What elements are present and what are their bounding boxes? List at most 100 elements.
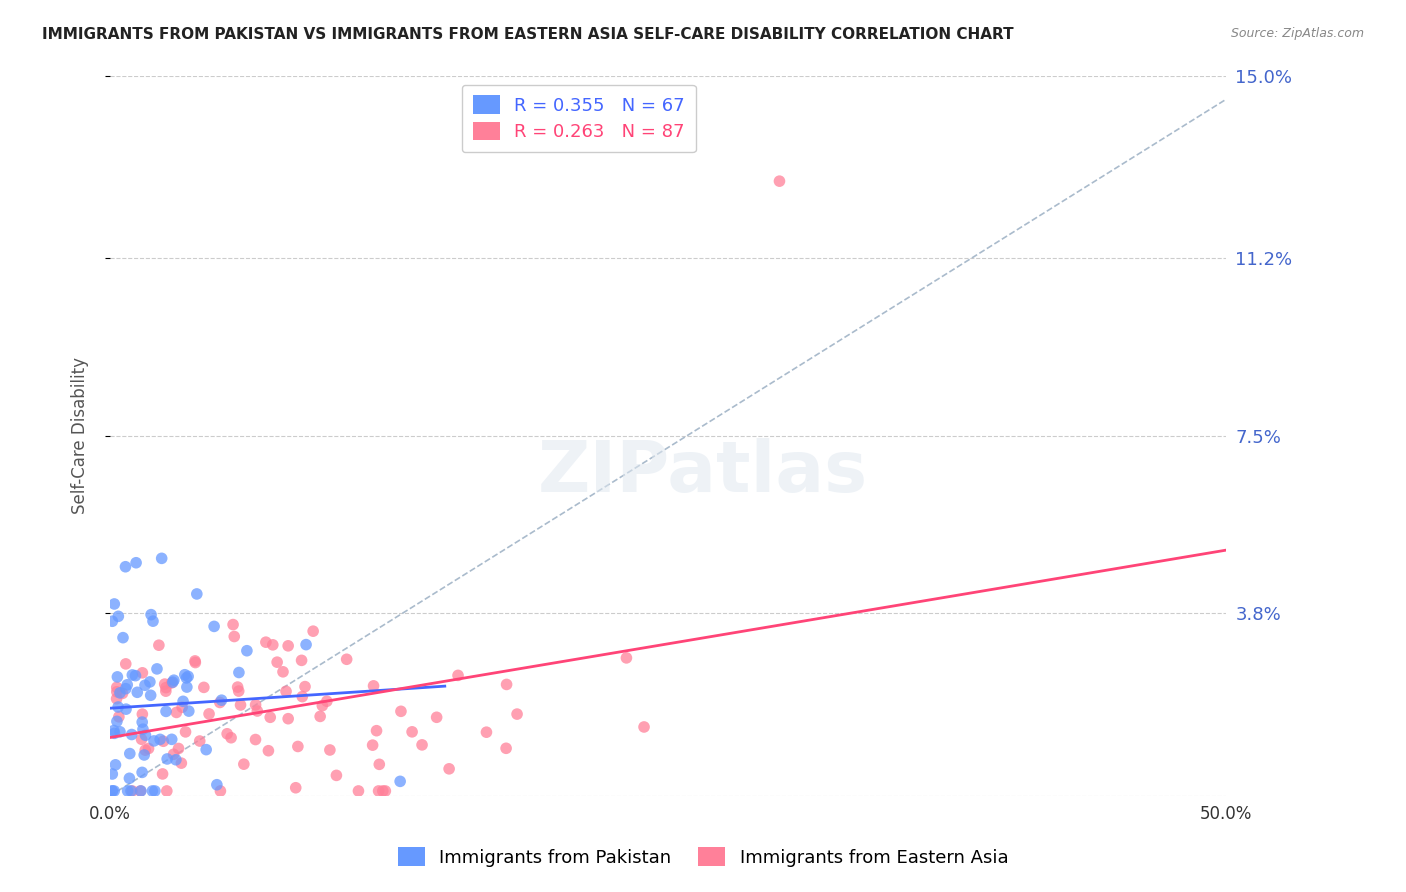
Immigrants from Pakistan [101,767,124,781]
Immigrants from Pakistan [139,607,162,622]
Immigrants from Pakistan [156,752,179,766]
Immigrants from Eastern Asia [274,684,297,698]
Immigrants from Pakistan [177,669,200,683]
Immigrants from Pakistan [295,638,318,652]
Immigrants from Eastern Asia [152,734,174,748]
Immigrants from Eastern Asia [155,681,177,695]
Immigrants from Eastern Asia [495,741,517,756]
Immigrants from Eastern Asia [153,677,176,691]
Immigrants from Eastern Asia [371,784,394,798]
Immigrants from Pakistan [150,551,173,566]
Immigrants from Eastern Asia [131,665,153,680]
Immigrants from Pakistan [165,753,187,767]
Immigrants from Eastern Asia [363,679,385,693]
Immigrants from Pakistan [103,726,125,740]
Immigrants from Eastern Asia [198,706,221,721]
Immigrants from Eastern Asia [325,768,347,782]
Immigrants from Eastern Asia [170,756,193,771]
Immigrants from Pakistan [105,670,128,684]
Immigrants from Eastern Asia [277,712,299,726]
Immigrants from Eastern Asia [131,732,153,747]
Immigrants from Pakistan [195,742,218,756]
Immigrants from Eastern Asia [129,784,152,798]
Immigrants from Pakistan [111,631,134,645]
Immigrants from Eastern Asia [366,723,388,738]
Immigrants from Pakistan [127,685,149,699]
Immigrants from Pakistan [163,673,186,688]
Immigrants from Eastern Asia [222,617,245,632]
Immigrants from Pakistan [118,772,141,786]
Immigrants from Eastern Asia [633,720,655,734]
Immigrants from Pakistan [172,694,194,708]
Immigrants from Eastern Asia [174,724,197,739]
Immigrants from Eastern Asia [138,741,160,756]
Immigrants from Pakistan [103,597,125,611]
Immigrants from Eastern Asia [152,767,174,781]
Immigrants from Eastern Asia [319,743,342,757]
Immigrants from Pakistan [105,714,128,729]
Immigrants from Eastern Asia [347,784,370,798]
Immigrants from Pakistan [101,614,124,628]
Text: ZIPatlas: ZIPatlas [538,438,868,508]
Immigrants from Eastern Asia [114,657,136,671]
Immigrants from Eastern Asia [315,694,337,708]
Immigrants from Eastern Asia [294,680,316,694]
Immigrants from Eastern Asia [287,739,309,754]
Immigrants from Eastern Asia [193,681,215,695]
Immigrants from Pakistan [115,678,138,692]
Legend: Immigrants from Pakistan, Immigrants from Eastern Asia: Immigrants from Pakistan, Immigrants fro… [391,840,1015,874]
Immigrants from Pakistan [211,693,233,707]
Immigrants from Pakistan [108,686,131,700]
Immigrants from Pakistan [205,778,228,792]
Immigrants from Eastern Asia [121,784,143,798]
Immigrants from Pakistan [114,559,136,574]
Immigrants from Pakistan [120,784,142,798]
Immigrants from Eastern Asia [108,710,131,724]
Immigrants from Eastern Asia [311,698,333,713]
Immigrants from Eastern Asia [257,744,280,758]
Immigrants from Pakistan [129,784,152,798]
Immigrants from Eastern Asia [162,747,184,762]
Immigrants from Eastern Asia [447,668,470,682]
Text: IMMIGRANTS FROM PAKISTAN VS IMMIGRANTS FROM EASTERN ASIA SELF-CARE DISABILITY CO: IMMIGRANTS FROM PAKISTAN VS IMMIGRANTS F… [42,27,1014,42]
Immigrants from Eastern Asia [172,700,194,714]
Immigrants from Pakistan [139,674,162,689]
Immigrants from Eastern Asia [401,724,423,739]
Immigrants from Eastern Asia [259,710,281,724]
Immigrants from Pakistan [139,688,162,702]
Immigrants from Pakistan [236,644,259,658]
Immigrants from Eastern Asia [368,757,391,772]
Immigrants from Eastern Asia [768,174,790,188]
Immigrants from Eastern Asia [228,684,250,698]
Immigrants from Eastern Asia [184,654,207,668]
Immigrants from Eastern Asia [188,734,211,748]
Immigrants from Eastern Asia [105,681,128,695]
Immigrants from Pakistan [141,784,163,798]
Immigrants from Eastern Asia [266,655,288,669]
Immigrants from Eastern Asia [411,738,433,752]
Immigrants from Pakistan [146,662,169,676]
Immigrants from Eastern Asia [229,698,252,712]
Immigrants from Pakistan [121,727,143,741]
Immigrants from Pakistan [202,619,225,633]
Immigrants from Eastern Asia [374,784,396,798]
Immigrants from Eastern Asia [226,680,249,694]
Immigrants from Pakistan [101,784,124,798]
Immigrants from Eastern Asia [309,709,332,723]
Legend: R = 0.355   N = 67, R = 0.263   N = 87: R = 0.355 N = 67, R = 0.263 N = 87 [461,85,696,153]
Immigrants from Eastern Asia [160,676,183,690]
Immigrants from Eastern Asia [616,651,638,665]
Immigrants from Eastern Asia [277,639,299,653]
Immigrants from Pakistan [177,704,200,718]
Immigrants from Eastern Asia [232,757,254,772]
Immigrants from Eastern Asia [217,727,239,741]
Immigrants from Eastern Asia [284,780,307,795]
Immigrants from Pakistan [228,665,250,680]
Immigrants from Pakistan [162,675,184,690]
Immigrants from Eastern Asia [246,704,269,718]
Immigrants from Eastern Asia [219,731,242,745]
Immigrants from Pakistan [143,784,166,798]
Immigrants from Pakistan [186,587,208,601]
Immigrants from Eastern Asia [155,684,177,698]
Immigrants from Eastern Asia [302,624,325,639]
